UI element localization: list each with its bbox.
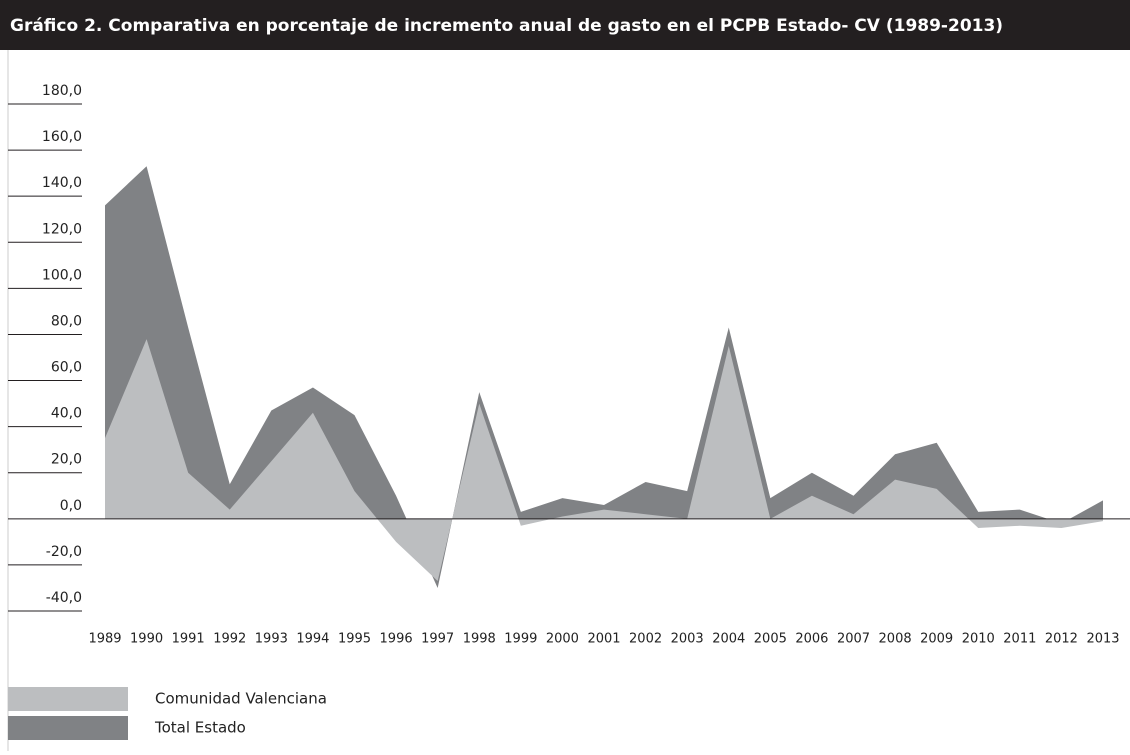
legend-label: Total Estado (154, 719, 246, 737)
x-tick-label: 2013 (1086, 632, 1119, 647)
x-tick-label: 2009 (920, 632, 953, 647)
y-tick-label: -40,0 (46, 590, 82, 606)
y-tick-label: 160,0 (42, 129, 82, 145)
y-tick-label: 120,0 (42, 221, 82, 237)
x-tick-label: 2012 (1045, 632, 1078, 647)
y-tick-label: 40,0 (51, 406, 82, 422)
legend-swatch (8, 687, 128, 711)
legend-label: Comunidad Valenciana (155, 690, 327, 708)
x-tick-label: 2007 (837, 632, 870, 647)
legend-swatch (8, 716, 128, 740)
x-tick-label: 2010 (962, 632, 995, 647)
x-tick-label: 1993 (255, 632, 288, 647)
x-tick-label: 2000 (546, 632, 579, 647)
x-tick-label: 1995 (338, 632, 371, 647)
y-tick-label: 80,0 (51, 313, 82, 329)
y-tick-label: 180,0 (42, 83, 82, 99)
x-tick-label: 1999 (504, 632, 537, 647)
x-tick-label: 1990 (130, 632, 163, 647)
x-tick-label: 1998 (463, 632, 496, 647)
x-tick-label: 1997 (421, 632, 454, 647)
x-tick-label: 2008 (879, 632, 912, 647)
y-tick-label: 100,0 (42, 267, 82, 283)
y-tick-label: 20,0 (51, 452, 82, 468)
title-bar (0, 0, 1130, 50)
x-tick-label: 2001 (587, 632, 620, 647)
x-tick-label: 2003 (671, 632, 704, 647)
x-tick-label: 2005 (754, 632, 787, 647)
x-tick-label: 1991 (172, 632, 205, 647)
area (105, 166, 1103, 588)
x-tick-label: 2011 (1003, 632, 1036, 647)
x-tick-label: 2006 (795, 632, 828, 647)
x-tick-label: 2004 (712, 632, 745, 647)
y-tick-label: 140,0 (42, 175, 82, 191)
chart-title: Gráfico 2. Comparativa en porcentaje de … (10, 16, 1003, 36)
y-tick-label: 0,0 (60, 498, 82, 514)
x-tick-label: 1992 (213, 632, 246, 647)
x-tick-label: 2002 (629, 632, 662, 647)
x-tick-label: 1996 (380, 632, 413, 647)
x-tick-label: 1989 (88, 632, 121, 647)
x-tick-label: 1994 (296, 632, 329, 647)
y-tick-label: -20,0 (46, 544, 82, 560)
area (105, 339, 1103, 582)
y-tick-label: 60,0 (51, 360, 82, 376)
